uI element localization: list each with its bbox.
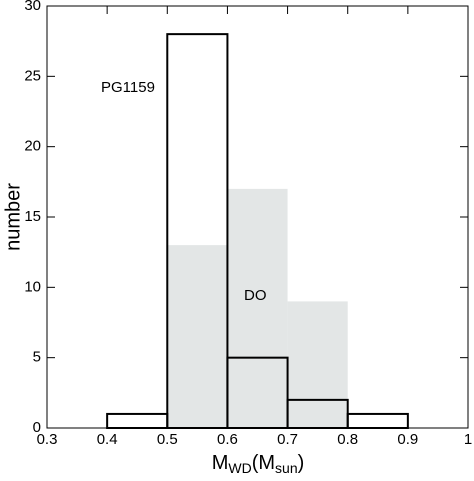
y-tick-label: 10	[24, 278, 41, 295]
series-label: DO	[244, 287, 267, 304]
x-axis-label: MWD(Msun)	[212, 452, 305, 475]
bar	[287, 301, 348, 428]
y-tick-label: 30	[24, 0, 41, 14]
x-label-sub: sun	[275, 460, 298, 476]
x-tick-label: 0.9	[397, 431, 418, 448]
x-tick-label: 0.7	[277, 431, 298, 448]
x-label-part: )	[298, 452, 305, 474]
y-tick-label: 25	[24, 67, 41, 84]
y-tick-label: 0	[33, 419, 41, 436]
bar-outline	[346, 412, 409, 429]
x-tick-label: 1	[464, 431, 472, 448]
x-label-sub: WD	[228, 460, 251, 476]
x-tick-label: 0.6	[217, 431, 238, 448]
y-axis-label: number	[2, 183, 24, 251]
x-label-part: M	[212, 452, 229, 474]
y-tick-label: 15	[24, 208, 41, 225]
x-tick-label: 0.3	[37, 431, 58, 448]
x-tick-label: 0.4	[97, 431, 118, 448]
bar	[227, 188, 288, 428]
y-tick-label: 20	[24, 138, 41, 155]
y-tick-label: 5	[33, 349, 41, 366]
series-label: PG1159	[101, 79, 155, 96]
bar-outline	[106, 412, 169, 429]
x-label-part: (M	[252, 452, 275, 474]
x-tick-label: 0.8	[337, 431, 358, 448]
bar	[167, 245, 228, 428]
x-tick-label: 0.5	[157, 431, 178, 448]
